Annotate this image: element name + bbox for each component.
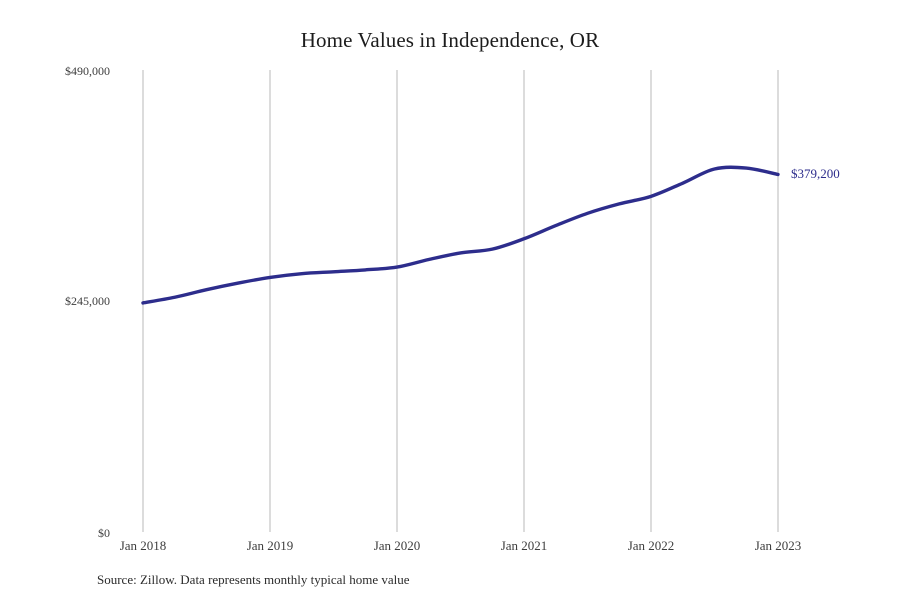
x-axis-tick-label-jan-2018: Jan 2018 xyxy=(119,538,167,553)
endpoint-value-annotation: $379,200 xyxy=(791,166,840,182)
y-axis-tick-label-top: $490,000 xyxy=(65,64,110,78)
vertical-gridlines xyxy=(142,70,779,532)
source-footnote: Source: Zillow. Data represents monthly … xyxy=(97,572,410,587)
y-axis-tick-label-mid: $245,000 xyxy=(65,294,110,308)
x-axis-tick-label-jan-2023: Jan 2023 xyxy=(754,538,802,553)
home-value-line xyxy=(141,165,780,305)
x-axis-tick-label-jan-2021: Jan 2021 xyxy=(500,538,548,553)
chart-title: Home Values in Independence, OR xyxy=(300,28,600,52)
x-axis-tick-label-jan-2020: Jan 2020 xyxy=(373,538,421,553)
y-axis-tick-label-bottom: $0 xyxy=(98,526,110,540)
x-axis-tick-label-jan-2022: Jan 2022 xyxy=(627,538,675,553)
x-axis-tick-label-jan-2019: Jan 2019 xyxy=(246,538,294,553)
